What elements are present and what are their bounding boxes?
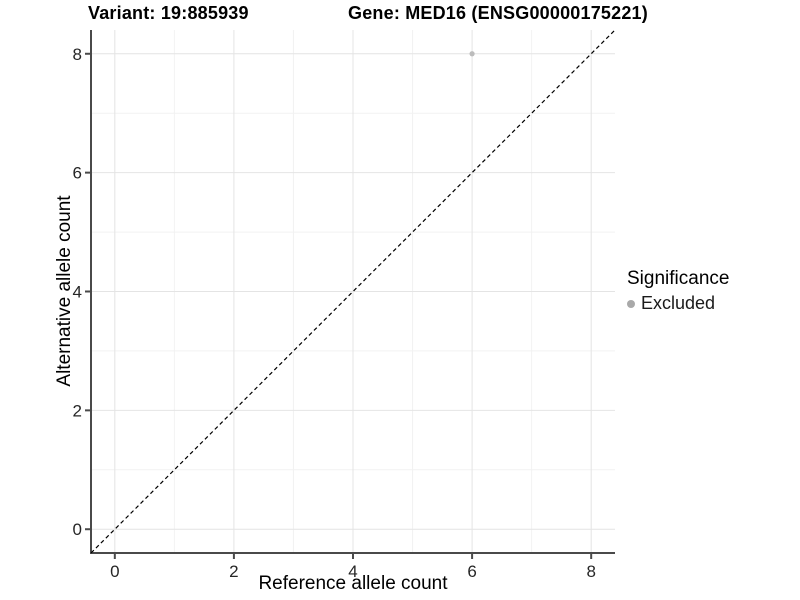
data-points [469,51,475,57]
x-tick-label: 6 [467,562,476,581]
legend: Significance Excluded [627,268,729,314]
y-tick-label: 0 [73,520,82,539]
y-tick-label: 4 [73,283,82,302]
identity-reference-line [90,29,616,554]
plot-title-gene: Gene: MED16 (ENSG00000175221) [348,3,648,23]
y-axis-title: Alternative allele count [54,195,75,387]
x-axis-title: Reference allele count [258,573,448,594]
legend-item-excluded: Excluded [627,293,729,314]
legend-item-label: Excluded [641,293,716,313]
y-tick-label: 6 [73,164,82,183]
x-tick-label: 0 [110,562,119,581]
y-tick-label: 2 [73,401,82,420]
data-point [469,51,475,57]
plot-title-variant: Variant: 19:885939 [88,3,249,23]
legend-title: Significance [627,268,730,289]
axis-ticks: 0 2 4 6 8 0 2 4 6 8 [73,45,596,581]
y-tick-label: 8 [73,45,82,64]
x-tick-label: 4 [348,562,357,581]
axis-lines [90,30,615,554]
gridlines-major [91,30,615,553]
x-tick-label: 8 [586,562,595,581]
x-tick-label: 2 [229,562,238,581]
legend-key-dot-icon [627,299,635,308]
